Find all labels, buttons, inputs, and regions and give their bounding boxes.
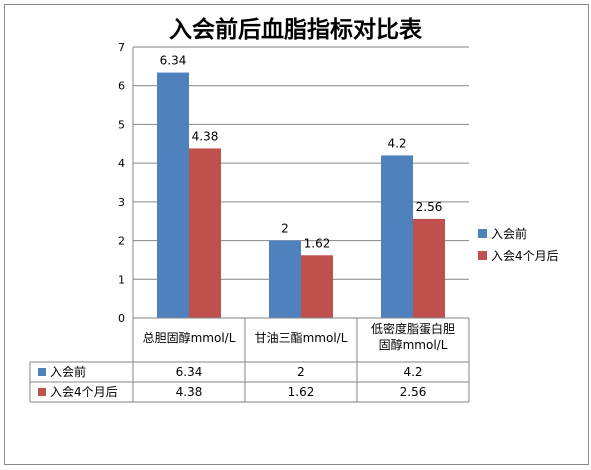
chart-frame [4, 4, 589, 465]
table-series-key [38, 388, 46, 396]
bar [189, 148, 221, 318]
table-cell: 4.2 [403, 365, 422, 379]
legend-label: 入会前 [491, 226, 527, 241]
table-cell: 4.38 [176, 385, 203, 399]
bar [157, 72, 189, 319]
bar [381, 155, 413, 318]
category-label: 低密度脂蛋白胆 [371, 321, 455, 336]
y-tick-label: 2 [118, 235, 125, 248]
y-tick-label: 6 [118, 80, 125, 93]
bar [413, 218, 445, 318]
category-label: 甘油三酯mmol/L [255, 331, 348, 345]
category-label: 固醇mmol/L [379, 337, 448, 352]
data-label: 4.2 [387, 136, 406, 150]
y-tick-label: 1 [118, 273, 125, 286]
table-series-name: 入会4个月后 [50, 385, 118, 399]
category-label: 总胆固醇mmol/L [143, 330, 236, 345]
data-label: 2 [281, 222, 289, 236]
legend-key [478, 229, 487, 238]
legend-key [478, 251, 487, 260]
y-tick-label: 5 [118, 118, 125, 131]
table-cell: 2.56 [400, 385, 427, 399]
data-label: 4.38 [192, 129, 219, 143]
legend-label: 入会4个月后 [491, 249, 559, 263]
table-cell: 2 [297, 365, 305, 379]
table-cell: 1.62 [288, 385, 315, 399]
data-label: 6.34 [160, 54, 187, 68]
y-tick-label: 4 [118, 157, 125, 170]
table-cell: 6.34 [176, 365, 203, 379]
data-label: 1.62 [304, 236, 331, 250]
bar [301, 255, 333, 318]
data-label: 2.56 [416, 200, 443, 214]
bar [269, 240, 301, 318]
y-tick-label: 3 [118, 196, 125, 209]
table-series-key [38, 368, 46, 376]
table-series-name: 入会前 [50, 364, 86, 379]
chart-title: 入会前后血脂指标对比表 [169, 17, 422, 43]
y-tick-label: 7 [118, 41, 125, 54]
y-tick-label: 0 [118, 312, 125, 325]
